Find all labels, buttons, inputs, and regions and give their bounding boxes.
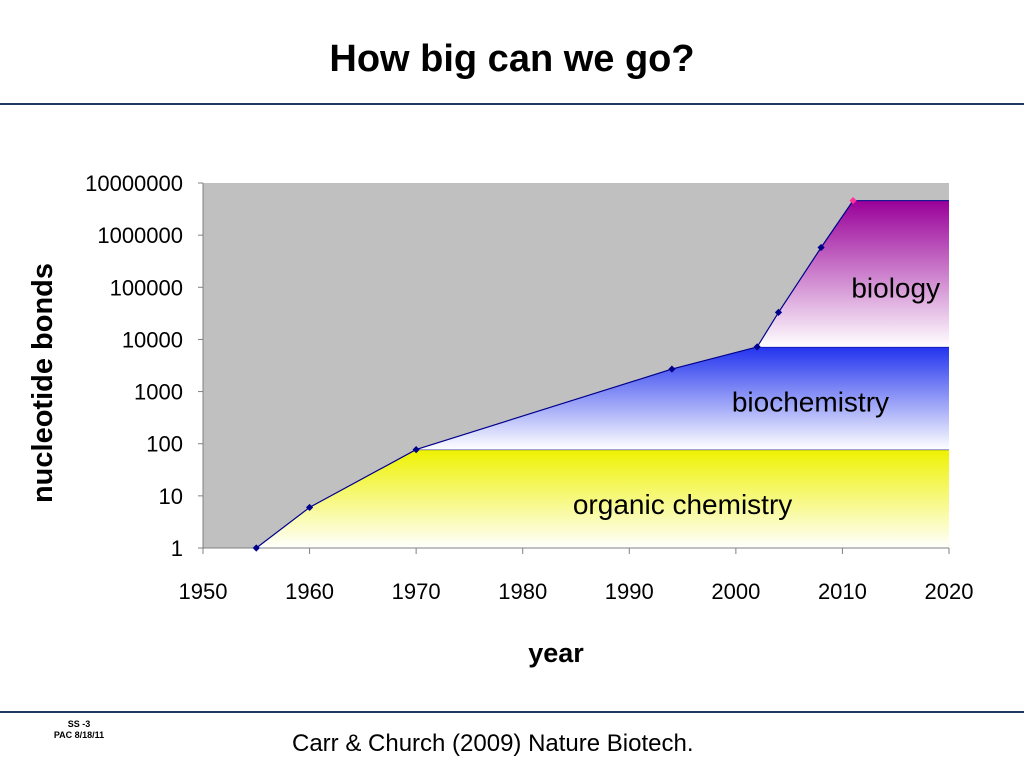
x-axis-title: year: [528, 638, 584, 668]
x-tick-label: 1980: [498, 579, 547, 604]
footer-rule: [0, 711, 1024, 713]
x-tick-label: 1990: [605, 579, 654, 604]
series-line: [255, 200, 854, 549]
title-rule: [0, 103, 1024, 105]
x-tick-label: 1970: [392, 579, 441, 604]
region-organic-chemistry: [256, 449, 949, 548]
data-point: [412, 446, 420, 454]
region-biology-label: biology: [851, 272, 940, 303]
x-tick-label: 1960: [285, 579, 334, 604]
region-biochemistry-label: biochemistry: [732, 386, 889, 417]
data-point: [774, 308, 783, 316]
slide-title: How big can we go?: [329, 38, 695, 80]
y-tick-label: 100000: [110, 275, 183, 300]
y-tick-label: 10000000: [85, 171, 183, 196]
x-tick-label: 2020: [925, 579, 974, 604]
regions-layer: [256, 200, 950, 548]
axes-layer: 1 10 100 1000 10000 100000 1000000 10000000 1950…: [85, 171, 973, 604]
region-biology: [757, 200, 949, 347]
footer-code-line2: PAC 8/18/11: [53, 730, 105, 740]
x-tick-label: 1950: [179, 579, 228, 604]
region-organic-chemistry-label: organic chemistry: [573, 489, 792, 520]
data-point: [817, 243, 825, 252]
data-point: [849, 196, 857, 205]
labels-layer: organic chemistry biochemistry biology: [573, 272, 940, 520]
x-tick-label: 2000: [711, 579, 760, 604]
y-axis-title: nucleotide bonds: [27, 263, 59, 503]
citation: Carr & Church (2009) Nature Biotech.: [292, 730, 694, 757]
region-biochemistry: [416, 346, 950, 450]
y-tick-label: 100: [146, 432, 183, 457]
y-tick-label: 1000: [134, 380, 183, 405]
y-tick-label: 10: [159, 484, 183, 509]
footer-code-line1: SS -3: [67, 719, 91, 729]
y-tick-label: 1: [171, 536, 183, 561]
data-point: [252, 544, 260, 552]
y-tick-label: 1000000: [97, 223, 183, 248]
chart: 1 10 100 1000 10000 100000 1000000 10000000 1950…: [27, 171, 973, 668]
footer-code: SS -3 PAC 8/18/11: [44, 719, 114, 741]
data-point: [305, 503, 314, 512]
y-tick-label: 10000: [122, 327, 183, 352]
data-point: [753, 343, 761, 351]
x-tick-label: 2010: [818, 579, 867, 604]
